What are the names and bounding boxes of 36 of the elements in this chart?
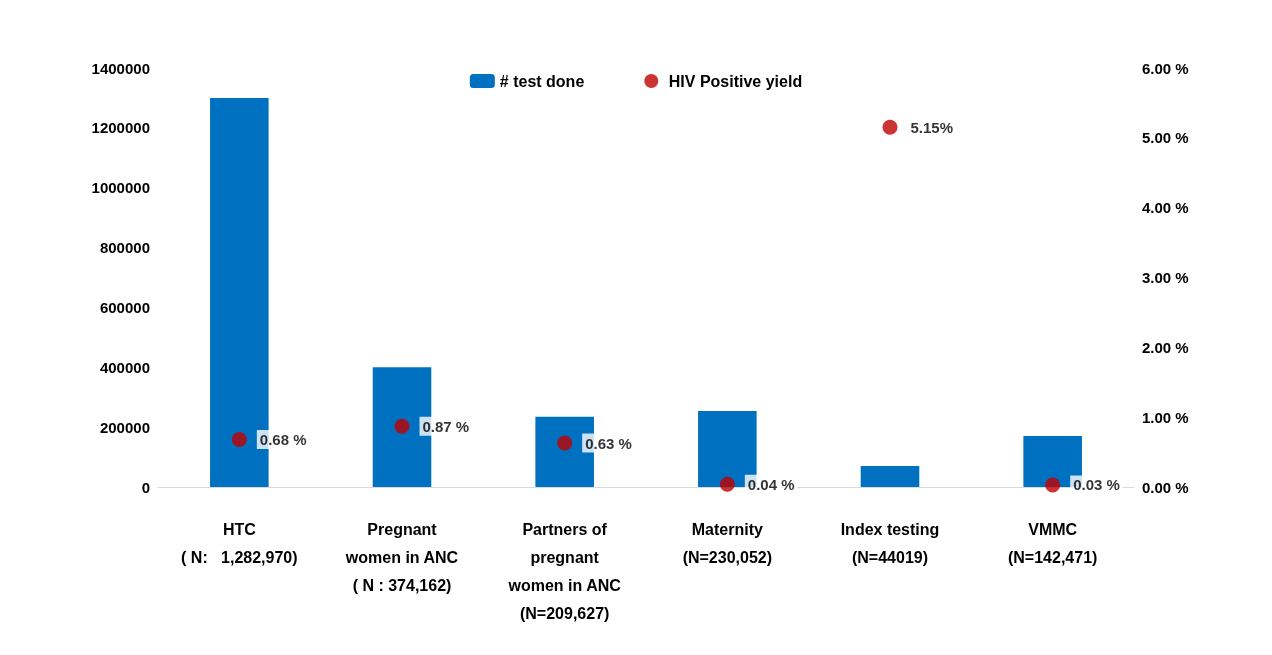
y2-tick-label: 1.00 % <box>1142 408 1189 426</box>
x-tick-label: Maternity (N=230,052) <box>682 520 773 566</box>
y-tick-label: 1200000 <box>91 119 150 137</box>
y-tick-label: 800000 <box>99 239 150 257</box>
y2-tick-label: 6.00 % <box>1142 59 1189 77</box>
y-tick-label: 400000 <box>99 358 150 376</box>
point <box>557 435 573 451</box>
y2-tick-label: 0.00 % <box>1142 478 1189 496</box>
x-tick-label: Pregnant women in ANC ( N : 374,162) <box>344 520 459 594</box>
y-tick-label: 1000000 <box>91 179 150 197</box>
y2-tick-label: 5.00 % <box>1142 129 1189 147</box>
point <box>882 119 898 135</box>
data-label: 0.63 % <box>585 434 632 452</box>
y-tick-label: 200000 <box>99 418 150 436</box>
y2-tick-label: 2.00 % <box>1142 338 1189 356</box>
data-label: 0.87 % <box>422 417 470 435</box>
point <box>719 476 735 492</box>
data-label: 0.03 % <box>1073 476 1120 494</box>
x-tick-label: Index testing (N=44019) <box>840 520 940 566</box>
point <box>394 418 410 434</box>
data-label: 5.15% <box>910 118 954 136</box>
y2-tick-label: 4.00 % <box>1142 199 1189 217</box>
y2-tick-label: 3.00 % <box>1142 269 1189 286</box>
legend-label: # test done <box>499 72 585 90</box>
y-tick-label: 1400000 <box>91 59 150 77</box>
bar <box>860 466 920 487</box>
data-label: 0.04 % <box>747 475 795 493</box>
y-tick-label: 600000 <box>99 298 150 316</box>
x-tick-label: Partners of pregnant women in ANC (N=209,627) <box>507 520 622 622</box>
y-tick-label: 0 <box>141 478 150 496</box>
x-tick-label: HTC ( N: 1,282,970) <box>181 520 298 566</box>
legend-label: HIV Positive yield <box>668 72 803 90</box>
data-label: 0.68 % <box>259 431 307 449</box>
x-tick-label: VMMC (N=142,471) <box>1007 520 1098 566</box>
point <box>231 432 247 448</box>
point <box>1045 477 1061 493</box>
